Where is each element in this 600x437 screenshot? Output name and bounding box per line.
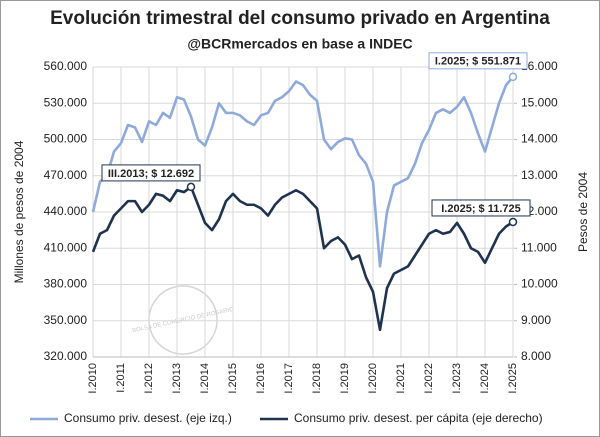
y-tick-label: 500.000 [44, 132, 88, 146]
y2-tick-label: 11.000 [521, 240, 557, 254]
y2-axis-label: Pesos de 2004 [576, 172, 590, 252]
y2-tick-label: 10.000 [521, 277, 558, 291]
y2-tick-label: 15.000 [521, 95, 558, 109]
annotation-box [428, 52, 528, 70]
y-tick-label: 560.000 [44, 59, 88, 73]
y-tick-label: 320.000 [44, 349, 88, 363]
annotation-text: I.2025; $ 551.871 [435, 56, 521, 68]
x-tick-label: I.2024 [479, 363, 491, 394]
annotation-text: I.2025; $ 11.725 [441, 203, 521, 215]
point-marker [508, 217, 518, 227]
x-tick-label: I.2014 [199, 363, 211, 394]
x-tick-label: I.2023 [451, 363, 463, 394]
y-tick-label: 440.000 [44, 204, 88, 218]
series-line [91, 185, 514, 332]
legend-label: Consumo priv. desest. (eje izq.) [64, 411, 232, 425]
y-tick-label: 380.000 [44, 277, 88, 291]
y2-tick-label: 14.000 [521, 132, 558, 146]
y2-tick-label: 8.000 [521, 349, 551, 363]
chart-subtitle: @BCRmercados en base a INDEC [187, 36, 412, 52]
series-line [91, 75, 514, 268]
x-tick-label: I.2015 [227, 363, 239, 394]
y-tick-label: 410.000 [44, 240, 88, 254]
x-tick-label: I.2019 [339, 363, 351, 394]
annotation-box [101, 164, 201, 182]
x-tick-label: I.2020 [367, 363, 379, 394]
x-tick-label: I.2012 [143, 363, 155, 394]
x-tick-label: I.2018 [311, 363, 323, 394]
x-tick-label: I.2021 [395, 363, 407, 394]
point-marker [186, 182, 196, 192]
x-tick-label: I.2022 [423, 363, 435, 394]
point-marker [508, 72, 518, 82]
x-tick-label: I.2013 [171, 363, 183, 394]
x-tick-label: I.2016 [255, 363, 267, 394]
y-axis-label: Millones de pesos de 2004 [12, 140, 26, 283]
chart-title: Evolución trimestral del consumo privado… [50, 8, 550, 29]
y-tick-label: 350.000 [44, 313, 88, 327]
y2-tick-label: 13.000 [521, 168, 558, 182]
x-tick-label: I.2010 [87, 363, 99, 394]
y-tick-label: 470.000 [44, 168, 88, 182]
watermark-ring [148, 285, 218, 355]
legend-label: Consumo priv. desest. per cápita (eje de… [294, 411, 543, 425]
y2-tick-label: 16.000 [521, 59, 558, 73]
y2-tick-label: 9.000 [521, 313, 551, 327]
x-tick-label: I.2011 [115, 363, 127, 393]
y-tick-label: 530.000 [44, 95, 88, 109]
annotation-text: III.2013; $ 12.692 [108, 168, 194, 180]
annotation-box [431, 199, 531, 217]
x-tick-label: I.2025 [507, 363, 519, 394]
x-tick-label: I.2017 [283, 363, 295, 394]
